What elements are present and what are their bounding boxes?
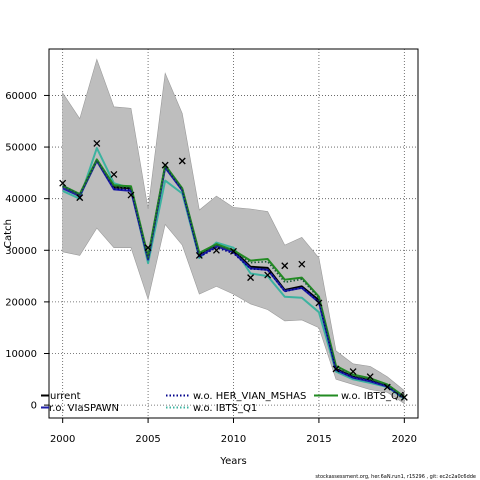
observation-markers — [59, 139, 408, 401]
y-tick-label: 20000 — [5, 297, 37, 308]
legend-label-current: urrent — [50, 391, 81, 402]
confidence-band — [62, 58, 405, 405]
observation-point — [59, 179, 67, 187]
observation-point — [366, 373, 374, 381]
x-tick-label: 2020 — [392, 434, 417, 445]
confidence-band-area — [62, 58, 405, 405]
observation-point — [264, 271, 272, 279]
y-axis-title: Catch — [3, 219, 14, 248]
observation-point — [298, 260, 306, 268]
y-tick-label: 0 — [31, 401, 37, 412]
y-tick-label: 40000 — [5, 194, 37, 205]
x-tick-label: 2000 — [50, 434, 75, 445]
y-tick-label: 60000 — [5, 91, 37, 102]
observation-point — [93, 139, 101, 147]
legend-label-ibts-q1: w.o. IBTS_Q1 — [193, 403, 257, 414]
legend: urrent r.o. VIaSPAWN w.o. HER_VIAN_MSHAS… — [41, 391, 405, 414]
observation-point — [383, 383, 391, 391]
x-tick-label: 2005 — [135, 434, 160, 445]
observation-point — [127, 191, 135, 199]
y-tick-label: 50000 — [5, 143, 37, 154]
y-tick-label: 10000 — [5, 349, 37, 360]
observation-point — [144, 244, 152, 252]
y-tick-label: 30000 — [5, 246, 37, 257]
observation-point — [76, 194, 84, 202]
series-line-r-o-viaspawn — [62, 159, 405, 399]
legend-label-ibts-q4: w.o. IBTS_Q4 — [341, 391, 405, 402]
x-tick-label: 2010 — [221, 434, 246, 445]
series-line-w-o-ibts-q4 — [62, 158, 405, 398]
legend-label-viaspawn: r.o. VIaSPAWN — [49, 403, 119, 414]
observation-point — [178, 157, 186, 165]
observation-point — [195, 251, 203, 259]
footer-credit: stockassessment.org, her.6aN.run1, r1529… — [315, 474, 476, 480]
x-tick-label: 2015 — [306, 434, 331, 445]
legend-label-her-vian-mshas: w.o. HER_VIAN_MSHAS — [193, 391, 306, 402]
y-axis: 0 10000 20000 30000 40000 50000 60000 — [5, 91, 49, 412]
observation-point — [349, 368, 357, 376]
observation-point — [161, 161, 169, 169]
observation-point — [247, 274, 255, 282]
observation-point — [110, 170, 118, 178]
observation-point — [281, 262, 289, 270]
observation-point — [315, 299, 323, 307]
observation-point — [400, 393, 408, 401]
x-axis-title: Years — [219, 456, 246, 467]
observation-point — [332, 365, 340, 373]
x-axis: 2000 2005 2010 2015 2020 — [50, 418, 417, 445]
observation-point — [212, 246, 220, 254]
observation-point — [230, 247, 237, 255]
